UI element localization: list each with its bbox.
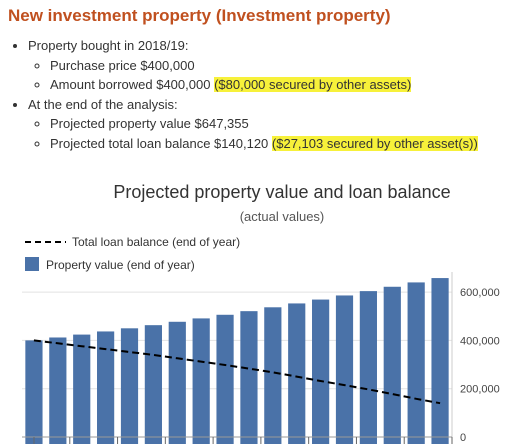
chart-axes: 0 200,000 400,000 600,000 bbox=[22, 272, 500, 444]
page-title: New investment property (Investment prop… bbox=[8, 6, 391, 25]
property-value-bar bbox=[73, 334, 91, 444]
property-value-bar bbox=[49, 337, 67, 444]
property-value-bar bbox=[168, 321, 186, 444]
list-item: At the end of the analysis: Projected pr… bbox=[28, 95, 478, 154]
chart-grid bbox=[22, 291, 452, 390]
property-value-bar bbox=[240, 311, 258, 444]
purchase-price: Purchase price $400,000 bbox=[50, 57, 195, 73]
property-value-bar bbox=[97, 331, 115, 444]
borrowed-secured-highlight: ($80,000 secured by other assets) bbox=[214, 77, 412, 92]
legend-bar-swatch bbox=[25, 257, 39, 271]
legend-label-property: Property value (end of year) bbox=[46, 258, 195, 272]
property-value-bars bbox=[25, 278, 449, 444]
property-value-bar bbox=[264, 307, 282, 444]
legend-label-loan: Total loan balance (end of year) bbox=[72, 235, 240, 249]
property-value-bar bbox=[383, 286, 401, 444]
property-value-bar bbox=[192, 318, 210, 444]
property-value-bar bbox=[312, 299, 330, 444]
chart-subtitle: (actual values) bbox=[240, 209, 325, 224]
property-value-bar bbox=[216, 314, 234, 444]
property-value-bar bbox=[25, 340, 43, 444]
y-tick-label: 400,000 bbox=[460, 335, 500, 347]
property-value-bar bbox=[335, 295, 354, 444]
chart-title: Projected property value and loan balanc… bbox=[113, 182, 450, 202]
summary-list: Property bought in 2018/19: Purchase pri… bbox=[0, 36, 478, 153]
list-item: Purchase price $400,000 bbox=[50, 56, 478, 76]
amount-borrowed: Amount borrowed $400,000 bbox=[50, 77, 211, 92]
chart-legend: Total loan balance (end of year) Property… bbox=[25, 235, 240, 272]
list-item: Projected total loan balance $140,120 ($… bbox=[50, 134, 478, 154]
list-item: Projected property value $647,355 bbox=[50, 114, 478, 134]
end-heading: At the end of the analysis: bbox=[28, 96, 178, 112]
y-tick-label: 600,000 bbox=[460, 287, 500, 299]
loan-balance-polyline bbox=[33, 339, 441, 405]
property-value-bar bbox=[120, 328, 139, 444]
bought-heading: Property bought in 2018/19: bbox=[28, 38, 189, 53]
property-value-bar bbox=[359, 291, 377, 444]
loan-balance-line bbox=[33, 339, 441, 405]
loan-secured-highlight: ($27,103 secured by other asset(s)) bbox=[271, 135, 478, 151]
y-tick-label: 200,000 bbox=[460, 384, 500, 396]
y-tick-label: 0 bbox=[460, 432, 466, 444]
property-value-bar bbox=[288, 303, 306, 444]
list-item: Amount borrowed $400,000 ($80,000 secure… bbox=[50, 75, 478, 95]
projected-loan: Projected total loan balance $140,120 bbox=[50, 135, 269, 151]
projected-value: Projected property value $647,355 bbox=[50, 116, 249, 131]
property-value-bar bbox=[431, 278, 449, 444]
property-value-bar bbox=[144, 325, 162, 444]
list-item: Property bought in 2018/19: Purchase pri… bbox=[28, 36, 478, 95]
property-value-bar bbox=[407, 282, 425, 444]
